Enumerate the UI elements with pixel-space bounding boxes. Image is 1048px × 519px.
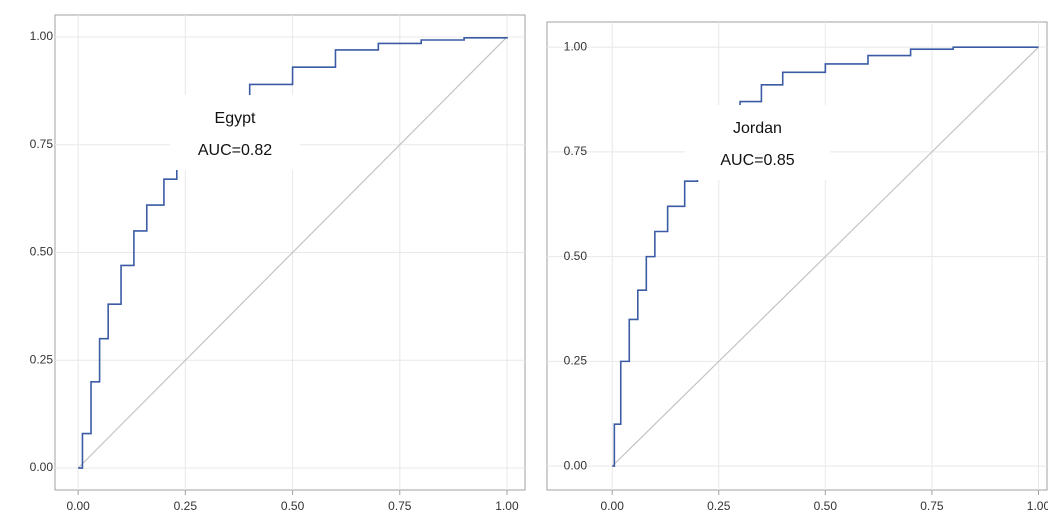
y-tick-label: 0.25 (30, 352, 54, 366)
y-tick-label: 1.00 (30, 29, 54, 43)
reference-line (611, 46, 1039, 467)
x-tick-label: 1.00 (1027, 499, 1048, 513)
x-tick-label: 0.00 (601, 499, 625, 513)
y-tick-label: 0.00 (30, 460, 54, 474)
annotation-box (170, 95, 300, 170)
x-tick-label: 0.75 (388, 499, 412, 513)
y-tick-label: 0.75 (564, 144, 588, 158)
annotation-text: AUC=0.82 (198, 142, 272, 159)
y-tick-label: 0.75 (30, 137, 54, 151)
x-tick-label: 0.25 (707, 499, 731, 513)
y-tick-label: 0.00 (564, 458, 588, 472)
x-tick-label: 0.50 (281, 499, 305, 513)
y-tick-label: 0.50 (30, 245, 54, 259)
x-tick-label: 1.00 (495, 499, 519, 513)
x-tick-label: 0.25 (174, 499, 198, 513)
y-tick-label: 1.00 (564, 39, 588, 53)
y-tick-label: 0.50 (564, 249, 588, 263)
annotation-text: Jordan (733, 120, 782, 137)
x-tick-label: 0.75 (920, 499, 944, 513)
y-tick-label: 0.25 (564, 354, 588, 368)
annotation-box (685, 105, 830, 180)
annotation-text: Egypt (215, 110, 256, 127)
annotation-text: AUC=0.85 (720, 152, 794, 169)
x-tick-label: 0.50 (814, 499, 838, 513)
chart-panel: 0.00 0.25 0.50 0.75 1.00 0.00 0.25 0.50 0.75 1.00… (546, 21, 1048, 513)
plot-frame (546, 21, 1048, 491)
reference-line (77, 36, 508, 469)
chart-panel: 0.00 0.25 0.50 0.75 1.00 0.00 0.25 0.50 0.75 1.00… (30, 14, 526, 513)
x-tick-label: 0.00 (66, 499, 90, 513)
